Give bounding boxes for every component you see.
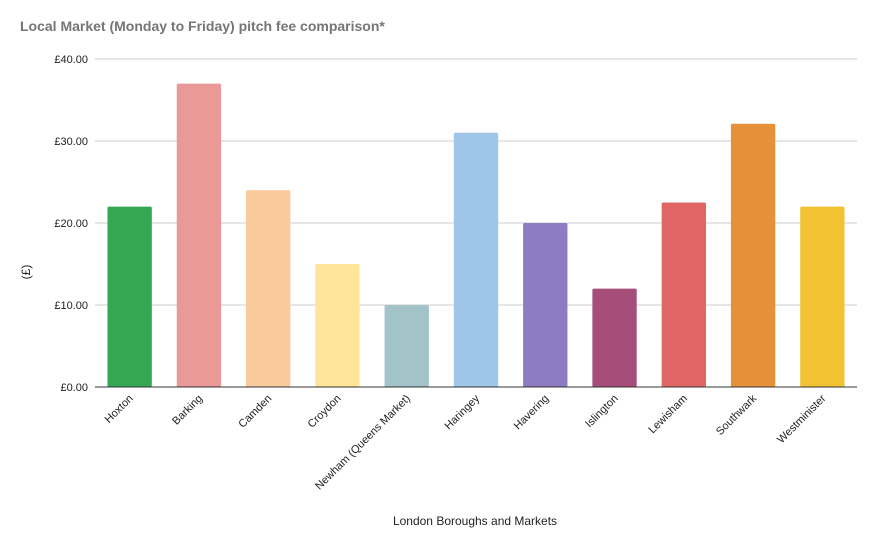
x-tick-label: Hoxton <box>103 393 136 426</box>
bar-westminister <box>800 206 845 387</box>
x-tick-label: Lewisham <box>646 393 690 437</box>
y-tick-label: £10.00 <box>54 300 88 312</box>
x-axis-title: London Boroughs and Markets <box>393 514 557 528</box>
x-tick-label: Camden <box>236 393 274 431</box>
x-tick-label: Barking <box>170 393 205 428</box>
y-tick-label: £40.00 <box>54 54 88 66</box>
bar-islington <box>592 288 637 387</box>
y-tick-label: £0.00 <box>60 382 88 394</box>
y-axis-title: (£) <box>19 265 33 280</box>
x-tick-label: Islington <box>583 393 620 430</box>
x-tick-label: Haringey <box>443 392 483 432</box>
x-tick-label: Westminister <box>775 392 829 446</box>
bar-southwark <box>730 123 776 387</box>
y-tick-label: £20.00 <box>54 218 88 230</box>
bar-hoxton <box>107 206 152 387</box>
chart-title: Local Market (Monday to Friday) pitch fe… <box>20 18 385 34</box>
bar-lewisham <box>661 202 706 387</box>
y-axis: £0.00 £10.00 £20.00 £30.00 £40.00 <box>54 54 88 394</box>
bar-haringey <box>453 132 499 387</box>
bar-barking <box>176 83 222 387</box>
bar-newham-queens-market <box>384 305 429 387</box>
x-tick-label: Havering <box>512 393 552 433</box>
bar-camden <box>246 190 291 387</box>
bar-croydon <box>315 264 360 387</box>
x-tick-label: Southwark <box>714 392 760 438</box>
x-tick-label: Croydon <box>306 393 344 431</box>
y-tick-label: £30.00 <box>54 136 88 148</box>
bars <box>107 83 845 387</box>
bar-havering <box>523 223 568 387</box>
